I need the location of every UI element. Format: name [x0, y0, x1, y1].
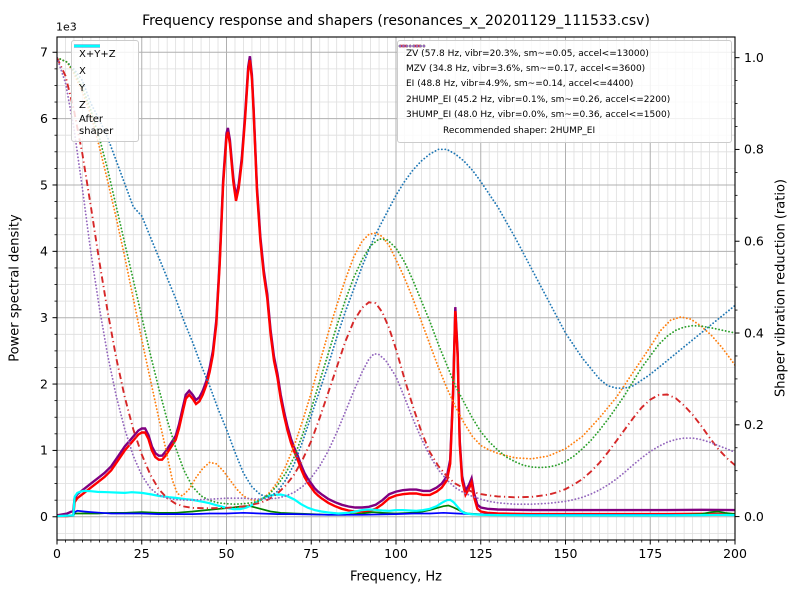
x-tick-label: 150 [554, 546, 578, 561]
legend-item: X [74, 44, 131, 80]
legend-label: After shaper [79, 114, 114, 137]
series-2hump-ei [57, 57, 735, 510]
y-right-tick-label: 1.0 [744, 50, 764, 65]
y-left-tick-label: 0 [40, 509, 48, 524]
series-zv [57, 56, 735, 499]
y-axis-label-left: Power spectral density [7, 214, 23, 362]
legend-item: Y [74, 44, 131, 97]
y-left-tick-label: 7 [40, 45, 48, 60]
x-tick-label: 100 [384, 546, 408, 561]
series-curves [57, 56, 735, 518]
y-left-tick-label: 4 [40, 244, 48, 259]
x-tick-label: 0 [53, 546, 61, 561]
x-tick-label: 75 [303, 546, 319, 561]
series-x [57, 60, 735, 518]
y-right-tick-label: 0.4 [744, 325, 764, 340]
series-3hump-ei [57, 56, 735, 506]
legend-item: Z [74, 44, 131, 114]
legend-left: X+Y+Z X Y Z After shaper [71, 40, 139, 142]
legend-item: EI (48.8 Hz, vibr=4.9%, sm~=0.14, accel<… [398, 44, 723, 92]
y-left-tick-label: 3 [40, 310, 48, 325]
legend-label: ZV (57.8 Hz, vibr=20.3%, sm~=0.05, accel… [406, 48, 649, 59]
legend-item: 3HUMP_EI (48.0 Hz, vibr=0.0%, sm~=0.36, … [398, 44, 723, 123]
x-tick-label: 25 [134, 546, 150, 561]
legend-label: EI (48.8 Hz, vibr=4.9%, sm~=0.14, accel<… [406, 79, 634, 90]
x-tick-label: 125 [469, 546, 493, 561]
y-right-tick-label: 0.8 [744, 142, 764, 157]
legend-label: MZV (34.8 Hz, vibr=3.6%, sm~=0.17, accel… [406, 64, 646, 75]
y-axis-offset-text: 1e3 [56, 20, 77, 34]
legend-label: Recommended shaper: 2HUMP_EI [443, 125, 596, 136]
y-right-tick-label: 0.2 [744, 417, 764, 432]
legend-label: X [79, 65, 86, 77]
y-right-tick-label: 0.0 [744, 509, 764, 524]
series-ei [57, 56, 735, 506]
y-left-tick-label: 6 [40, 111, 48, 126]
x-axis-label: Frequency, Hz [349, 569, 443, 585]
chart-title: Frequency response and shapers (resonanc… [142, 13, 650, 29]
x-tick-label: 50 [219, 546, 235, 561]
legend-item: 2HUMP_EI (45.2 Hz, vibr=0.1%, sm~=0.26, … [400, 44, 723, 107]
x-tick-label: 175 [638, 546, 662, 561]
legend-label: 3HUMP_EI (48.0 Hz, vibr=0.0%, sm~=0.36, … [406, 110, 671, 121]
legend-line-sample [398, 44, 428, 48]
legend-label: X+Y+Z [79, 48, 116, 60]
legend-spacer [406, 130, 436, 131]
y-left-tick-label: 1 [40, 443, 48, 458]
legend-label: Y [79, 82, 86, 94]
legend-label: 2HUMP_EI (45.2 Hz, vibr=0.1%, sm~=0.26, … [406, 94, 671, 105]
legend-label: Z [79, 99, 86, 111]
y-axis-label-right: Shaper vibration reduction (ratio) [773, 179, 789, 397]
legend-item: ZV (57.8 Hz, vibr=20.3%, sm~=0.05, accel… [398, 44, 723, 61]
y-right-tick-label: 0.6 [744, 234, 764, 249]
series-after-shaper [57, 489, 735, 518]
x-tick-label: 200 [723, 546, 747, 561]
series-mzv [57, 56, 735, 502]
legend-line-sample [74, 44, 100, 48]
legend-item: Recommended shaper: 2HUMP_EI [406, 123, 723, 138]
y-left-tick-label: 2 [40, 376, 48, 391]
legend-right: ZV (57.8 Hz, vibr=20.3%, sm~=0.05, accel… [397, 40, 732, 144]
axis-ticks [52, 51, 740, 545]
legend-item: After shaper [74, 44, 131, 137]
legend-item: MZV (34.8 Hz, vibr=3.6%, sm~=0.17, accel… [398, 44, 723, 76]
y-left-tick-label: 5 [40, 177, 48, 192]
tick-labels: 0 25 50 75 100 125 150 175 200 0 1 2 3 4 5 6 7 0.0 0.2 0.4 0… [40, 45, 764, 561]
